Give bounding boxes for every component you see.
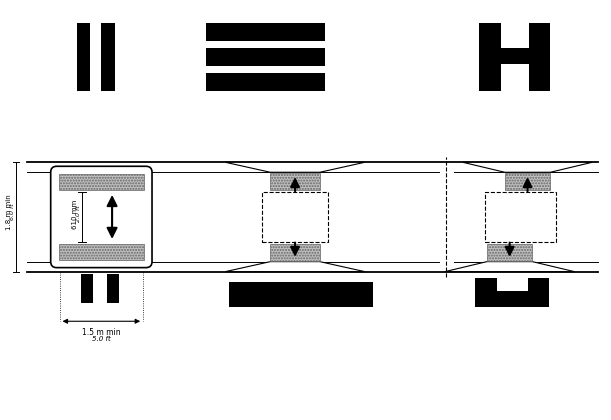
Bar [206,23,325,41]
Bar [59,244,144,260]
Bar [475,278,497,307]
Bar [270,173,320,190]
Polygon shape [445,262,574,272]
Bar [229,281,373,307]
Bar [475,291,549,307]
Bar [479,48,551,64]
Polygon shape [225,262,365,272]
Text: 610 mm: 610 mm [71,200,78,228]
Bar [527,278,549,307]
Text: 2.0 ft: 2.0 ft [76,206,81,222]
Text: 5.0 ft: 5.0 ft [92,336,111,342]
Bar [101,23,115,91]
Bar [59,174,144,190]
Bar [485,192,557,242]
Text: 1.5 m min: 1.5 m min [82,328,120,337]
Bar [206,73,325,91]
Text: 1.8 m min: 1.8 m min [6,194,12,230]
FancyBboxPatch shape [51,166,152,268]
Bar [108,273,119,303]
Bar [270,244,320,261]
Bar [479,23,500,91]
Bar [206,48,325,66]
Polygon shape [463,162,592,172]
Text: 6.0 ft: 6.0 ft [10,204,15,220]
Bar [529,23,551,91]
Bar [487,244,533,261]
Polygon shape [225,162,365,172]
Bar [262,192,328,242]
Bar [76,23,90,91]
Bar [81,273,93,303]
Bar [505,173,551,190]
